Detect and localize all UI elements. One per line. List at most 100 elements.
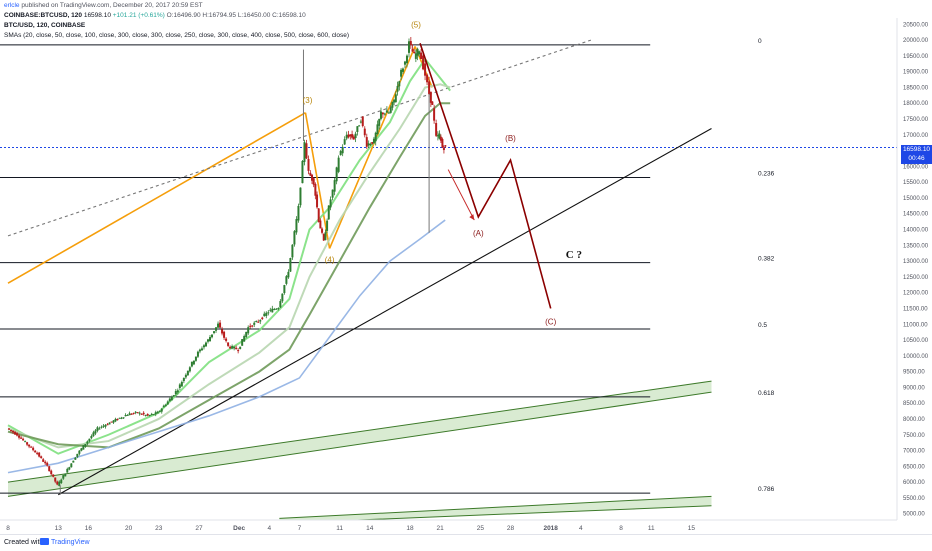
price-tick-label: 14000.00 (903, 228, 929, 234)
price-tick-label: 9500.00 (903, 370, 925, 376)
candle-body (108, 422, 111, 425)
time-tick-label: 11 (648, 525, 655, 532)
price-tick-label: 16000.00 (903, 164, 929, 170)
time-tick-label: 4 (267, 525, 271, 532)
candle-body (259, 320, 262, 322)
candle-body (70, 463, 73, 468)
candle-body (90, 436, 93, 439)
upper-channel-bottom (7, 391, 712, 497)
candle-body (441, 139, 444, 148)
candle-body (354, 133, 357, 139)
candle-body (279, 301, 282, 308)
candle-body (314, 184, 317, 196)
candle-body (439, 136, 442, 141)
candle-body (297, 205, 300, 221)
instrument-label: BTC/USD, 120, COINBASE (4, 22, 86, 29)
candle-body (371, 142, 374, 144)
candle-body (168, 398, 171, 402)
candle-body (335, 167, 338, 182)
candle-body (184, 374, 187, 378)
candle-body (100, 426, 103, 428)
candle-body (128, 413, 131, 416)
candle-body (154, 412, 157, 415)
price-tick-label: 5500.00 (903, 496, 925, 502)
elliott-label-3: (3) (303, 96, 313, 105)
candle-body (76, 453, 79, 457)
candle-body (361, 116, 364, 127)
candle-body (84, 444, 87, 447)
candle-body (106, 424, 109, 426)
price-tick-label: 17000.00 (903, 133, 929, 139)
indicator-legend[interactable]: SMAs (20, close, 50, close, 100, close, … (4, 32, 350, 39)
tradingview-brand[interactable]: TradingView (40, 535, 90, 551)
candle-body (327, 205, 330, 220)
candle-body (209, 337, 212, 342)
candle-body (227, 342, 230, 346)
candle-body (263, 313, 266, 317)
time-tick-label: Dec (233, 525, 245, 532)
candle-body (277, 308, 280, 310)
candle-body (68, 467, 71, 470)
fib-label-0.786: 0.786 (758, 486, 775, 493)
candle-body (144, 414, 147, 416)
candle-body (409, 41, 412, 46)
candle-body (383, 113, 386, 115)
wave-label-A: (A) (473, 229, 484, 238)
candle-body (293, 231, 296, 245)
candle-body (146, 413, 149, 416)
candle-body (374, 132, 377, 142)
candle-body (104, 424, 107, 427)
candle-body (148, 415, 151, 417)
candle-body (162, 405, 165, 408)
footer-bar: Created with TradingView (0, 534, 932, 551)
time-tick-label: 23 (155, 525, 163, 532)
candle-body (32, 447, 35, 451)
candle-body (433, 108, 436, 121)
candle-body (358, 125, 361, 127)
candle-body (166, 401, 169, 405)
candle-body (359, 121, 362, 123)
candle-body (26, 442, 29, 445)
candle-body (219, 322, 222, 328)
candle-body (322, 234, 325, 241)
candle-body (329, 199, 332, 208)
candle-body (387, 112, 390, 114)
sma-line-sma-20 (7, 57, 451, 455)
candle-body (46, 462, 49, 466)
candle-body (178, 384, 181, 388)
candle-body (381, 112, 384, 115)
candle-body (200, 348, 203, 351)
candle-body (378, 118, 381, 126)
fib-label-0.236: 0.236 (758, 170, 775, 177)
candle-body (367, 143, 370, 146)
symbol-label: COINBASE:BTCUSD, 120 (4, 12, 83, 19)
candle-body (255, 321, 258, 323)
candle-body (291, 244, 294, 258)
candle-body (391, 101, 394, 108)
candle-body (152, 414, 155, 416)
price-tick-label: 7000.00 (903, 449, 925, 455)
candle-body (62, 475, 65, 479)
price-tick-label: 18500.00 (903, 85, 929, 91)
wave-label-B: (B) (505, 134, 516, 143)
candle-body (235, 347, 238, 350)
candle-body (225, 338, 228, 341)
candle-body (217, 323, 220, 328)
indicator-line: SMAs (20, close, 50, close, 100, close, … (4, 31, 894, 41)
created-with-text: Created with (4, 539, 44, 546)
author-link[interactable]: erlcle (4, 2, 20, 9)
chart-header: erlcle published on TradingView.com, Dec… (4, 1, 894, 41)
candle-body (339, 151, 342, 156)
candle-body (8, 428, 11, 430)
price-tick-label: 17500.00 (903, 117, 929, 123)
time-tick-label: 4 (579, 525, 583, 532)
candle-body (42, 459, 45, 462)
candle-body (394, 94, 397, 103)
candle-body (198, 349, 201, 352)
candle-body (352, 136, 355, 140)
time-tick-label: 21 (437, 525, 445, 532)
candle-body (331, 189, 334, 198)
candle-body (372, 138, 375, 144)
candle-body (48, 466, 51, 472)
